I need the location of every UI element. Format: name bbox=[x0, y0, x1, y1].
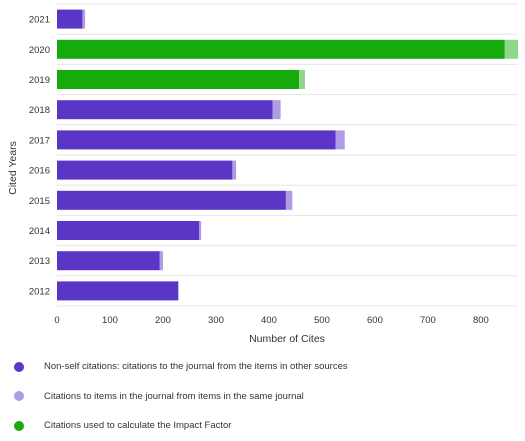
legend-label: Citations to items in the journal from i… bbox=[44, 390, 304, 402]
bar-segment bbox=[57, 70, 300, 89]
x-tick-label: 400 bbox=[261, 315, 277, 326]
x-tick-label: 600 bbox=[367, 315, 383, 326]
y-axis-label: Cited Years bbox=[7, 141, 19, 195]
bar-segment bbox=[232, 160, 237, 180]
legend-item-same-journal[interactable]: Citations to items in the journal from i… bbox=[10, 382, 520, 412]
y-tick-labels: 2021 2020 2019 2018 2017 2016 2015 2014 2013 2012 bbox=[29, 15, 50, 298]
y-tick-label: 2019 bbox=[29, 75, 50, 86]
y-tick-label: 2020 bbox=[29, 45, 50, 56]
x-tick-label: 700 bbox=[420, 315, 436, 326]
bars bbox=[57, 9, 518, 301]
x-tick-label: 800 bbox=[473, 315, 489, 326]
x-tick-label: 300 bbox=[208, 315, 224, 326]
legend-item-impact-factor[interactable]: Citations used to calculate the Impact F… bbox=[10, 411, 520, 441]
x-axis-label: Number of Cites bbox=[249, 333, 325, 345]
legend-item-non-self[interactable]: Non-self citations: citations to the jou… bbox=[10, 352, 520, 382]
y-tick-label: 2013 bbox=[29, 256, 50, 267]
y-tick-label: 2018 bbox=[29, 105, 50, 116]
y-tick-label: 2014 bbox=[29, 226, 50, 237]
gridlines bbox=[57, 3, 518, 307]
bar-segment bbox=[57, 9, 83, 29]
bar-segment bbox=[199, 221, 202, 240]
x-tick-label: 100 bbox=[102, 315, 118, 326]
bar-segment bbox=[504, 39, 518, 59]
bar-segment bbox=[299, 70, 305, 89]
x-tick-label: 0 bbox=[54, 315, 59, 326]
legend-label: Citations used to calculate the Impact F… bbox=[44, 420, 232, 432]
y-tick-label: 2017 bbox=[29, 135, 50, 146]
bar-segment bbox=[57, 100, 273, 120]
legend-label: Non-self citations: citations to the jou… bbox=[44, 361, 348, 373]
bar-segment bbox=[57, 160, 233, 180]
bar-segment bbox=[285, 190, 293, 210]
bar-segment bbox=[57, 190, 286, 210]
x-tick-label: 200 bbox=[155, 315, 171, 326]
citations-chart: 2021 2020 2019 2018 2017 2016 2015 2014 2013 2012… bbox=[7, 3, 518, 345]
y-tick-label: 2016 bbox=[29, 166, 50, 177]
x-tick-label: 500 bbox=[314, 315, 330, 326]
bar-segment bbox=[57, 130, 336, 150]
y-tick-label: 2021 bbox=[29, 15, 50, 26]
circle-icon bbox=[14, 361, 24, 372]
bar-segment bbox=[159, 251, 163, 271]
circle-icon bbox=[14, 420, 24, 431]
bar-segment bbox=[57, 281, 179, 301]
bar-segment bbox=[57, 251, 160, 271]
bar-segment bbox=[335, 130, 345, 150]
legend: Non-self citations: citations to the jou… bbox=[10, 352, 520, 441]
x-tick-labels: 0 100 200 300 400 500 600 700 800 bbox=[54, 315, 488, 326]
bar-segment bbox=[57, 221, 200, 240]
bar-segment bbox=[272, 100, 281, 120]
bar-segment bbox=[57, 39, 505, 59]
circle-icon bbox=[14, 391, 24, 402]
y-tick-label: 2015 bbox=[29, 196, 50, 207]
bar-segment bbox=[82, 9, 86, 29]
y-tick-label: 2012 bbox=[29, 286, 50, 297]
